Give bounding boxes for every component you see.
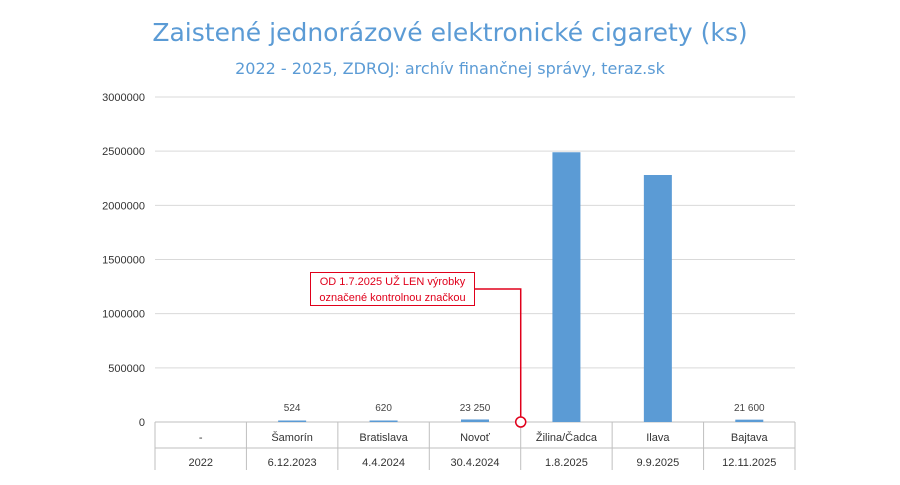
- category-label: Šamorín: [271, 431, 313, 444]
- bar: [369, 420, 398, 422]
- annotation-leader-line: [475, 288, 522, 422]
- chart-title: Zaistené jednorázové elektronické cigare…: [152, 18, 748, 47]
- data-label: 23 250: [460, 403, 491, 414]
- bar: [643, 175, 672, 422]
- annotation-box: OD 1.7.2025 UŽ LEN výrobky označené kont…: [310, 272, 475, 306]
- date-label: 1.8.2025: [545, 457, 588, 469]
- bar: [552, 152, 581, 422]
- date-label: 9.9.2025: [636, 457, 679, 469]
- category-label: Ilava: [646, 432, 670, 444]
- y-tick-label: 3000000: [102, 92, 145, 104]
- y-tick-label: 500000: [108, 363, 145, 375]
- bar: [278, 420, 307, 422]
- data-label: 21 600: [734, 403, 765, 414]
- category-label: Žilina/Čadca: [536, 431, 598, 444]
- data-label: 524: [284, 403, 301, 414]
- y-tick-label: 0: [139, 417, 145, 429]
- date-label: 12.11.2025: [722, 457, 776, 469]
- y-tick-label: 2000000: [102, 200, 145, 212]
- data-label: 620: [375, 403, 392, 414]
- category-label: Bratislava: [359, 432, 408, 444]
- category-label: -: [199, 432, 203, 444]
- y-tick-label: 2500000: [102, 146, 145, 158]
- category-label: Bajtava: [731, 432, 769, 444]
- y-tick-label: 1000000: [102, 309, 145, 321]
- date-label: 30.4.2024: [451, 457, 500, 469]
- date-label: 6.12.2023: [268, 457, 317, 469]
- date-label: 4.4.2024: [362, 457, 405, 469]
- bar: [461, 419, 489, 422]
- bar: [735, 419, 764, 422]
- date-label: 2022: [188, 457, 212, 469]
- chart-subtitle: 2022 - 2025, ZDROJ: archív finančnej spr…: [235, 59, 665, 78]
- annotation-line-2: označené kontrolnou značkou: [319, 292, 466, 304]
- annotation-marker: [514, 416, 527, 428]
- y-tick-label: 1500000: [102, 255, 145, 267]
- category-label: Novoť: [460, 432, 491, 444]
- annotation-line-1: OD 1.7.2025 UŽ LEN výrobky: [319, 276, 466, 288]
